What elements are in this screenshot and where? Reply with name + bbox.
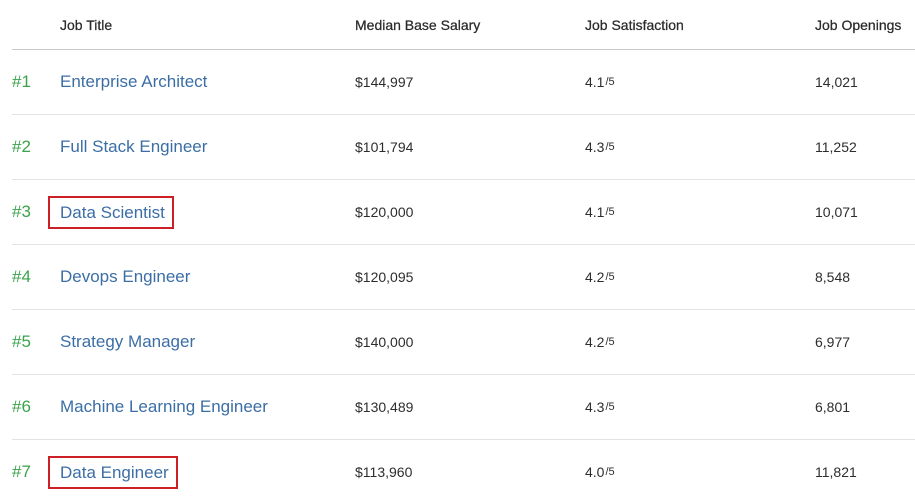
salary: $113,960	[355, 464, 413, 480]
salary: $144,997	[355, 74, 414, 90]
salary: $120,000	[355, 204, 414, 220]
rank: #7	[12, 462, 31, 481]
header-median-base-salary[interactable]: Median Base Salary	[355, 16, 481, 33]
satisfaction-scale: /5	[605, 336, 615, 348]
salary: $140,000	[355, 334, 414, 350]
openings: 11,821	[815, 464, 857, 480]
table-row: #6 Machine Learning Engineer $130,489 4.…	[12, 375, 915, 440]
satisfaction-scale: /5	[605, 141, 615, 153]
rank: #2	[12, 137, 31, 156]
job-title-link[interactable]: Devops Engineer	[60, 267, 191, 286]
openings: 6,801	[815, 399, 851, 415]
satisfaction-scale: /5	[605, 271, 615, 283]
header-job-title[interactable]: Job Title	[60, 16, 113, 33]
satisfaction-score: 4.1	[585, 74, 605, 90]
satisfaction-score: 4.3	[585, 139, 605, 155]
satisfaction-scale: /5	[605, 76, 615, 88]
rank: #6	[12, 397, 31, 416]
job-title-link[interactable]: Full Stack Engineer	[60, 137, 208, 156]
table-row: #1 Enterprise Architect $144,997 4.1/5 1…	[12, 50, 915, 115]
table-row: #5 Strategy Manager $140,000 4.2/5 6,977	[12, 310, 915, 375]
salary: $120,095	[355, 269, 414, 285]
openings: 6,977	[815, 334, 851, 350]
table-row: #7 Data Engineer $113,960 4.0/5 11,821	[12, 440, 915, 504]
header-job-satisfaction[interactable]: Job Satisfaction	[585, 16, 684, 33]
job-title-link[interactable]: Enterprise Architect	[60, 72, 208, 91]
openings: 11,252	[815, 139, 857, 155]
table-header: Job Title Median Base Salary Job Satisfa…	[12, 0, 915, 50]
job-title-link[interactable]: Machine Learning Engineer	[60, 397, 268, 416]
satisfaction-scale: /5	[605, 466, 615, 478]
satisfaction-score: 4.0	[585, 464, 605, 480]
header-job-openings[interactable]: Job Openings	[815, 16, 902, 33]
satisfaction-scale: /5	[605, 401, 615, 413]
satisfaction-score: 4.3	[585, 399, 605, 415]
satisfaction-score: 4.1	[585, 204, 605, 220]
rank: #1	[12, 72, 31, 91]
rank: #5	[12, 332, 31, 351]
rank: #3	[12, 202, 31, 221]
rank: #4	[12, 267, 31, 286]
openings: 8,548	[815, 269, 851, 285]
table-row: #2 Full Stack Engineer $101,794 4.3/5 11…	[12, 115, 915, 180]
table-row: #4 Devops Engineer $120,095 4.2/5 8,548	[12, 245, 915, 310]
salary: $101,794	[355, 139, 414, 155]
openings: 10,071	[815, 204, 858, 220]
job-title-link[interactable]: Strategy Manager	[60, 332, 196, 351]
satisfaction-score: 4.2	[585, 334, 605, 350]
table-row: #3 Data Scientist $120,000 4.1/5 10,071	[12, 180, 915, 245]
job-title-link-highlighted[interactable]: Data Engineer	[48, 455, 178, 489]
satisfaction-scale: /5	[605, 206, 615, 218]
openings: 14,021	[815, 74, 858, 90]
salary: $130,489	[355, 399, 414, 415]
jobs-table: Job Title Median Base Salary Job Satisfa…	[12, 0, 915, 504]
job-title-link-highlighted[interactable]: Data Scientist	[48, 195, 174, 229]
satisfaction-score: 4.2	[585, 269, 605, 285]
